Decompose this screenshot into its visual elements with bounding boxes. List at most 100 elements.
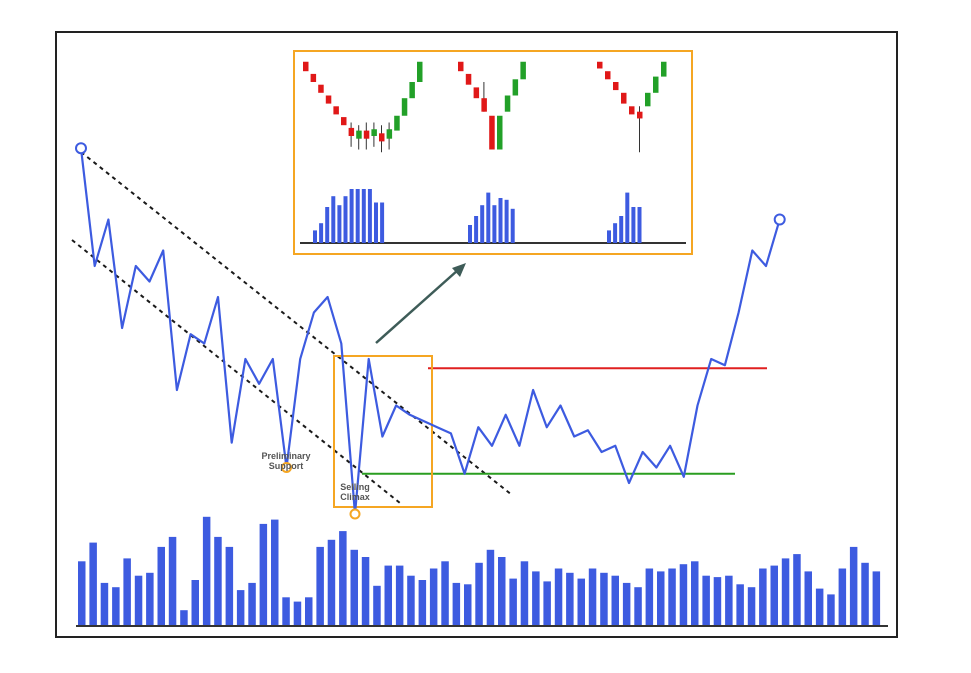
volume-bar xyxy=(78,561,86,626)
volume-bar xyxy=(225,546,234,626)
volume-bar xyxy=(100,582,109,626)
volume-bar xyxy=(123,558,131,626)
bullish-candle xyxy=(661,61,667,77)
volume-bar xyxy=(793,554,801,626)
bullish-candle xyxy=(645,92,651,107)
volume-bar xyxy=(861,562,869,627)
volume-bar xyxy=(747,587,756,626)
inset-volume-bar xyxy=(319,223,324,243)
bullish-candle xyxy=(520,61,526,80)
volume-bar xyxy=(872,571,881,626)
inset-volume-bar xyxy=(631,207,636,243)
volume-bar xyxy=(679,564,688,626)
volume-bar xyxy=(577,578,585,626)
volume-bar xyxy=(713,577,722,626)
inset-volume-bar xyxy=(498,198,503,243)
bullish-candle xyxy=(653,76,659,93)
volume-bar xyxy=(532,571,540,626)
inset-volume-bar xyxy=(325,207,330,243)
inset-volume-bar xyxy=(625,192,630,243)
volume-bar xyxy=(191,580,199,626)
volume-bar xyxy=(498,557,506,626)
inset-volume-bar xyxy=(361,189,366,243)
price-line xyxy=(79,148,781,516)
volume-bar xyxy=(202,516,211,627)
volume-bar xyxy=(350,549,358,626)
bearish-candle xyxy=(341,117,347,126)
preliminary-support-label-line1: Preliminary xyxy=(261,451,310,461)
volume-bar xyxy=(168,536,177,626)
volume-bar xyxy=(407,575,415,626)
bullish-candle xyxy=(394,115,400,131)
inset-volume-bar xyxy=(349,189,354,243)
bearish-candle xyxy=(379,133,385,142)
volume-bar xyxy=(645,568,654,626)
volume-bar xyxy=(327,539,336,627)
volume-bar xyxy=(418,580,427,626)
volume-bar xyxy=(657,571,665,626)
inset-volume-bar xyxy=(374,202,378,243)
inset-volume-bar xyxy=(367,189,372,243)
volume-bar xyxy=(588,568,597,626)
volume-bar xyxy=(236,590,245,626)
volume-bar xyxy=(600,572,608,626)
volume-bar xyxy=(827,594,835,626)
volume-bar xyxy=(509,578,517,626)
inset-volume-bar xyxy=(492,205,497,243)
selling-climax-marker xyxy=(349,508,361,520)
volume-bar xyxy=(725,575,733,626)
volume-bar xyxy=(543,581,551,626)
volume-bar xyxy=(668,568,676,626)
volume-bar xyxy=(759,568,767,626)
inset-volume-bar xyxy=(355,189,360,243)
volume-bar xyxy=(112,587,120,626)
volume-bar xyxy=(520,561,529,626)
inset-volume-bar xyxy=(331,196,336,243)
preliminary-support-marker xyxy=(281,462,292,473)
bearish-candle xyxy=(318,84,324,93)
volume-bar xyxy=(259,523,268,626)
bullish-candle xyxy=(504,95,511,112)
volume-bar xyxy=(146,572,154,626)
downtrend-channel xyxy=(71,151,513,504)
bearish-candle xyxy=(629,106,635,115)
volume-bar xyxy=(781,558,790,626)
volume-bar xyxy=(293,601,302,626)
volume-bar xyxy=(566,572,574,626)
bullish-candle xyxy=(371,129,377,136)
inset-volume-bar xyxy=(480,205,485,243)
volume-bar xyxy=(429,568,438,626)
volume-bar xyxy=(770,565,778,626)
bearish-candle xyxy=(481,98,487,112)
volume-bar xyxy=(305,597,313,627)
bullish-candle xyxy=(356,130,362,139)
volume-bar xyxy=(316,546,324,626)
price-start-marker xyxy=(75,142,87,155)
bullish-candle xyxy=(401,98,408,116)
inset-volume-bar xyxy=(607,230,611,243)
volume-bar xyxy=(736,584,744,626)
inset-volume-bar xyxy=(468,225,472,243)
selling-climax-highlight-box xyxy=(333,355,433,508)
bullish-candle xyxy=(497,115,503,150)
volume-bar xyxy=(702,575,710,626)
channel-lower-line xyxy=(71,239,401,504)
volume-bar xyxy=(634,587,642,626)
volume-bar xyxy=(441,561,449,626)
volume-bar xyxy=(271,519,279,626)
volume-bar xyxy=(248,582,256,626)
volume-bar xyxy=(475,562,483,627)
inset-volume-bar xyxy=(504,199,509,243)
bearish-candle xyxy=(458,61,464,72)
inset-volume-bar xyxy=(343,196,348,243)
volume-bar xyxy=(486,549,495,626)
bearish-candle xyxy=(310,73,317,82)
preliminary-support-label-line2: Support xyxy=(269,461,304,471)
volume-bar xyxy=(180,610,188,626)
volume-bar xyxy=(622,582,631,626)
volume-bar xyxy=(89,542,97,626)
volume-bar xyxy=(464,584,472,626)
bearish-candle xyxy=(303,61,309,72)
volume-bar xyxy=(373,585,381,627)
